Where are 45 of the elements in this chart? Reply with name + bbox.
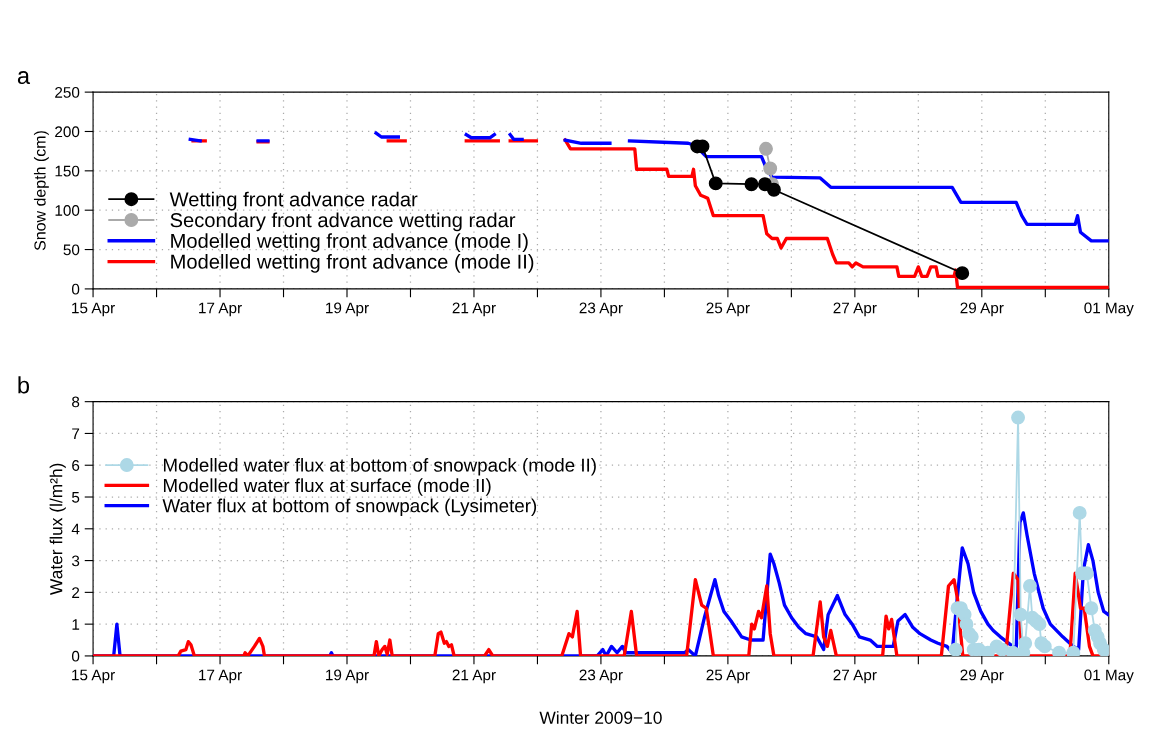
x-tick-label: 15 Apr	[72, 669, 115, 684]
x-tick-label: 01 May	[1084, 302, 1134, 317]
x-tick-label: 29 Apr	[960, 302, 1004, 317]
y-tick-label: 1	[72, 619, 80, 630]
x-tick-label: 21 Apr	[452, 669, 496, 684]
y-tick-label: 2	[72, 587, 80, 598]
x-tick-label: 01 May	[1084, 669, 1134, 684]
x-tick-label: 19 Apr	[326, 669, 369, 684]
legend-label: Wetting front advance radar	[169, 191, 418, 211]
x-tick-label: 17 Apr	[199, 669, 242, 684]
y-tick-label: 0	[71, 283, 80, 295]
y-tick-label: 6	[72, 460, 80, 471]
x-tick-label: 25 Apr	[706, 669, 750, 684]
y-tick-label: 50	[63, 244, 80, 256]
x-tick-label: 25 Apr	[706, 302, 750, 317]
y-tick-label: 8	[72, 396, 80, 408]
x-tick-label: 21 Apr	[452, 302, 496, 317]
y-axis-title: Water flux (l/m²h)	[49, 463, 66, 595]
x-axis-title: Winter 2009−10	[539, 711, 662, 724]
legend-label: Modelled wetting front advance (mode II)	[171, 254, 534, 273]
legend-label: Water flux at bottom of snowpack (Lysimeter)	[162, 498, 537, 517]
y-tick-label: 3	[71, 555, 80, 567]
legend-label: Secondary front advance wetting radar	[170, 212, 516, 232]
legend-label: Modelled water flux at bottom of snowpack (mode II)	[163, 458, 596, 476]
y-tick-label: 150	[55, 165, 80, 177]
y-tick-label: 4	[71, 523, 80, 535]
legend-label: Modelled wetting front advance (mode I)	[171, 233, 528, 253]
y-tick-label: 250	[55, 86, 80, 98]
legend-label: Modelled water flux at surface (mode II)	[163, 478, 491, 496]
y-tick-label: 5	[71, 492, 80, 503]
y-tick-label: 200	[55, 126, 80, 138]
x-tick-label: 23 Apr	[579, 669, 623, 684]
x-tick-label: 23 Apr	[579, 302, 623, 317]
chart-title: b	[18, 376, 30, 394]
x-tick-label: 19 Apr	[326, 302, 369, 317]
x-tick-label: 27 Apr	[833, 669, 877, 684]
y-tick-label: 0	[71, 650, 80, 662]
chart-title: a	[17, 71, 31, 85]
x-tick-label: 17 Apr	[199, 302, 242, 317]
y-axis-title: Snow depth (cm)	[33, 131, 49, 251]
x-tick-label: 27 Apr	[833, 302, 877, 317]
y-tick-label: 100	[55, 205, 80, 216]
x-tick-label: 15 Apr	[72, 302, 115, 317]
y-tick-label: 7	[72, 428, 80, 439]
x-tick-label: 29 Apr	[960, 669, 1004, 684]
